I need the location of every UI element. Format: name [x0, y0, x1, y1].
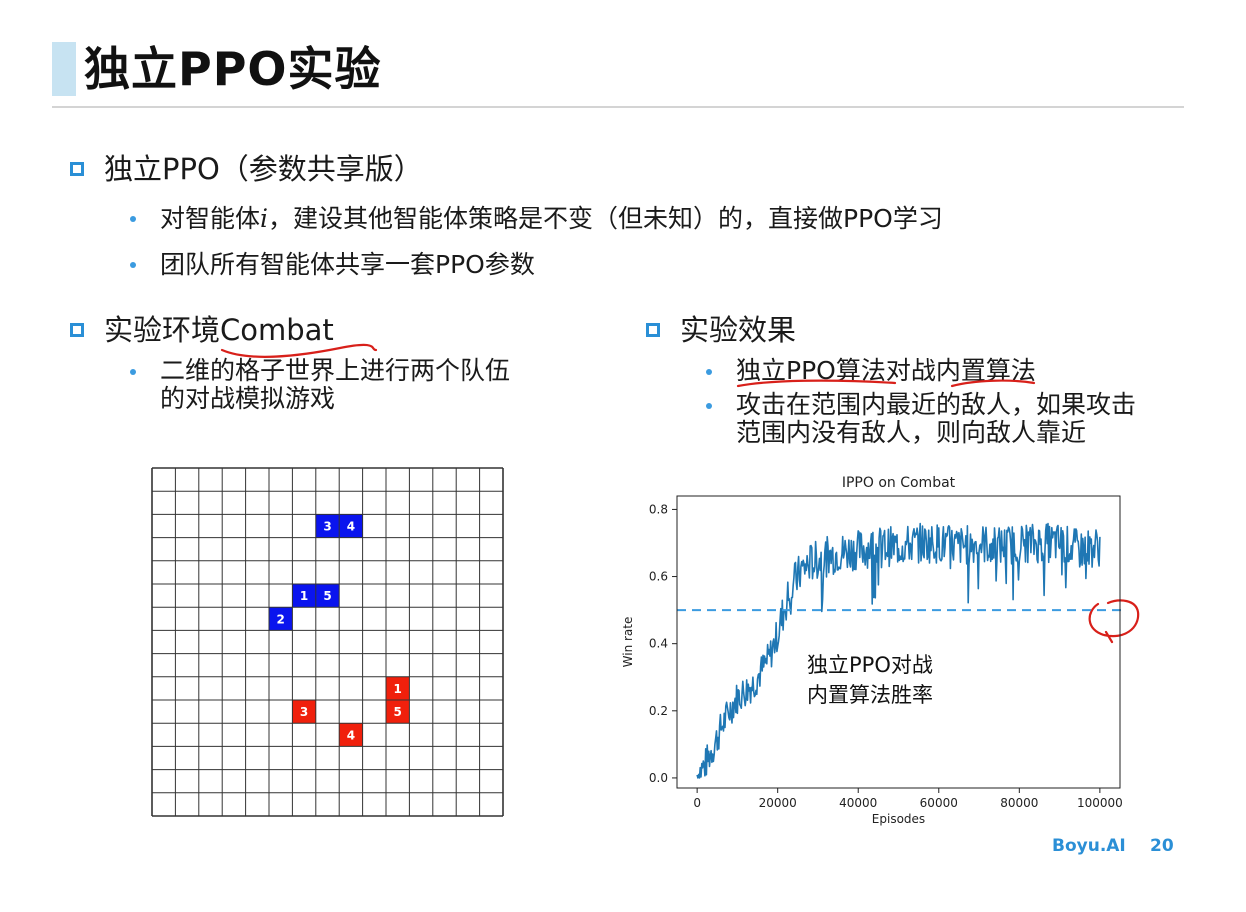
x-tick-label: 100000: [1077, 796, 1123, 810]
agent-label: 2: [277, 612, 285, 626]
combat-grid: 3 4 1 5 2 1 3 5 4: [151, 467, 504, 817]
x-tick-label: 40000: [839, 796, 877, 810]
footer-brand: Boyu.AI: [1052, 836, 1126, 856]
agent-cell-blue-4: [339, 514, 363, 538]
agent-cell-red-1: [386, 676, 410, 700]
ink-underline-combat: [220, 343, 378, 358]
plot-frame: [676, 495, 1121, 789]
bullet-dot-icon: [130, 369, 136, 375]
x-tick-label: 60000: [920, 796, 958, 810]
ink-underline-builtin: [950, 379, 1036, 388]
x-tick-label: 20000: [759, 796, 797, 810]
x-tick-label: 80000: [1000, 796, 1038, 810]
title-divider: [52, 106, 1184, 108]
chart-annotation-line1: 独立PPO对战: [807, 653, 933, 677]
agent-label: 5: [323, 589, 331, 603]
bullet-shared-params: 团队所有智能体共享一套PPO参数: [160, 250, 535, 279]
winrate-line: [696, 522, 1101, 779]
y-tick-label: 0.4: [649, 637, 668, 651]
bullet-agent-assumption: 对智能体i，建设其他智能体策略是不变（但未知）的，直接做PPO学习: [160, 204, 943, 233]
y-tick-label: 0.2: [649, 704, 668, 718]
agent-label: 1: [394, 682, 402, 696]
bullet-builtin-desc-line2: 范围内没有敌人，则向敌人靠近: [736, 418, 1087, 447]
bullet-env-desc-line1: 二维的格子世界上进行两个队伍: [160, 356, 511, 385]
title-accent-bar: [52, 42, 76, 96]
section-heading-env: 实验环境Combat: [104, 313, 334, 347]
agent-cell-blue-1: [292, 584, 316, 608]
y-tick-label: 0.6: [649, 570, 668, 584]
agent-cell-blue-5: [315, 584, 340, 608]
chart-title: IPPO on Combat: [842, 475, 956, 491]
bullet-dot-icon: [130, 262, 136, 268]
bullet-dot-icon: [706, 369, 712, 375]
agent-label: 1: [300, 589, 308, 603]
x-axis-label: Episodes: [872, 812, 925, 826]
agent-label: 5: [394, 705, 402, 719]
section-heading-ippo: 独立PPO（参数共享版）: [104, 152, 423, 186]
square-bullet-icon: [70, 162, 84, 176]
y-axis-label: Win rate: [621, 617, 635, 668]
square-bullet-icon: [70, 323, 84, 337]
ink-circle-end: [1088, 599, 1140, 644]
chart-annotation-line2: 内置算法胜率: [807, 683, 933, 707]
page-title: 独立PPO实验: [84, 42, 382, 96]
agent-label: 3: [300, 705, 308, 719]
page-number: 20: [1150, 836, 1174, 856]
bullet-builtin-desc-line1: 攻击在范围内最近的敌人，如果攻击: [736, 390, 1137, 419]
y-tick-label: 0.8: [649, 502, 668, 516]
x-tick-label: 0: [693, 796, 701, 810]
agent-label: 4: [347, 728, 355, 742]
ink-underline-ippo: [736, 379, 897, 388]
section-heading-results: 实验效果: [680, 313, 797, 347]
y-tick-label: 0.0: [649, 771, 668, 785]
bullet-env-desc-line2: 的对战模拟游戏: [160, 384, 336, 413]
agent-cell-red-4: [339, 723, 363, 747]
agent-cell-red-5: [386, 700, 410, 724]
bullet-dot-icon: [130, 216, 136, 222]
agent-label: 4: [347, 520, 355, 534]
square-bullet-icon: [646, 323, 660, 337]
agent-cell-red-3: [292, 700, 316, 724]
agent-cell-blue-2: [269, 607, 293, 631]
agent-label: 3: [323, 520, 331, 534]
ippo-winrate-chart: IPPO on Combat 0 20000 40000 60000 80000 10000…: [621, 475, 1123, 826]
agent-cell-blue-3: [315, 514, 340, 538]
bullet-dot-icon: [706, 403, 712, 409]
